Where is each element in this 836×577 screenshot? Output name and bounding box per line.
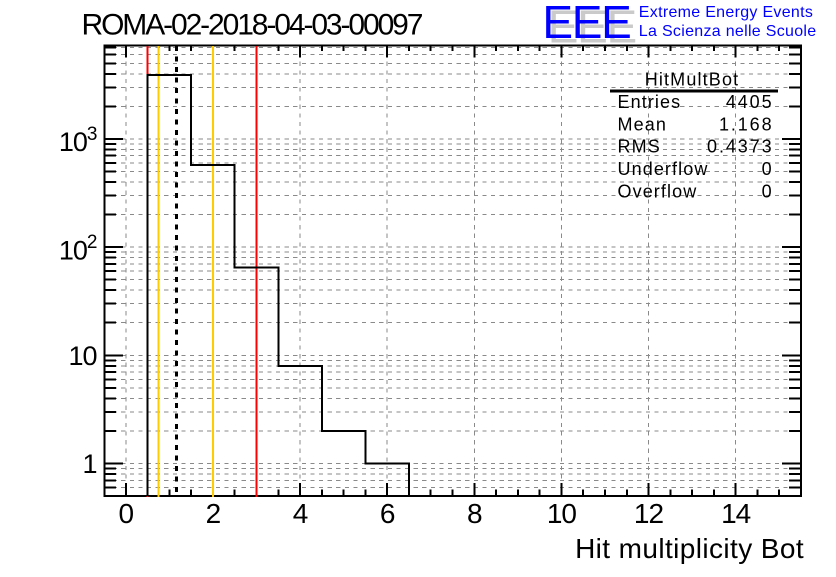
svg-text:HitMultBot: HitMultBot	[645, 69, 740, 89]
svg-text:0: 0	[119, 498, 134, 529]
svg-text:Entries: Entries	[618, 92, 682, 112]
svg-text:ROMA-02-2018-04-03-00097: ROMA-02-2018-04-03-00097	[82, 9, 423, 42]
svg-text:0.4373: 0.4373	[707, 137, 773, 157]
svg-text:4405: 4405	[726, 92, 774, 112]
svg-text:0: 0	[762, 181, 774, 201]
svg-text:Underflow: Underflow	[618, 159, 709, 179]
svg-text:Hit multiplicity Bot: Hit multiplicity Bot	[575, 533, 804, 564]
svg-text:RMS: RMS	[618, 137, 661, 157]
svg-text:EEE: EEE	[548, 0, 636, 52]
svg-text:6: 6	[380, 498, 395, 529]
svg-text:1: 1	[82, 449, 96, 479]
svg-text:14: 14	[721, 498, 751, 529]
svg-text:Overflow: Overflow	[618, 181, 698, 201]
svg-text:Mean: Mean	[618, 114, 667, 134]
svg-text:10: 10	[547, 498, 577, 529]
svg-text:12: 12	[634, 498, 664, 529]
svg-text:Extreme Energy Events: Extreme Energy Events	[639, 4, 813, 21]
svg-text:2: 2	[206, 498, 221, 529]
svg-text:1.168: 1.168	[719, 114, 774, 134]
svg-text:EEE: EEE	[542, 0, 630, 48]
svg-text:4: 4	[293, 498, 308, 529]
svg-text:0: 0	[762, 159, 774, 179]
svg-text:10: 10	[68, 341, 96, 371]
svg-text:La Scienza nelle Scuole: La Scienza nelle Scuole	[639, 23, 817, 40]
svg-text:8: 8	[467, 498, 482, 529]
